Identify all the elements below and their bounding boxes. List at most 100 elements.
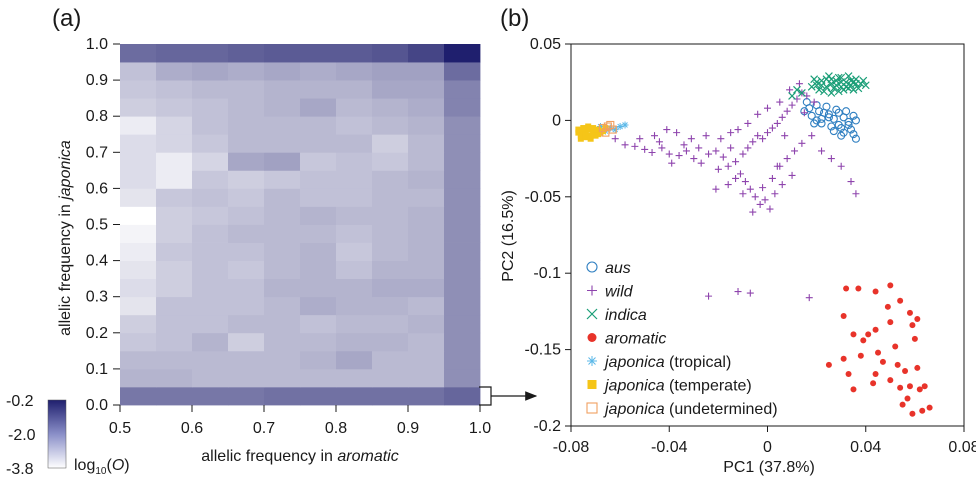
data-point bbox=[744, 119, 752, 127]
heatmap-cell bbox=[444, 224, 481, 243]
data-point bbox=[847, 178, 855, 186]
heatmap-cell bbox=[228, 98, 265, 117]
data-point bbox=[668, 159, 676, 167]
data-point bbox=[887, 319, 894, 326]
heatmap-cell bbox=[264, 44, 301, 63]
heatmap-cell bbox=[300, 296, 337, 316]
heatmap-cell bbox=[336, 62, 373, 81]
heatmap-y-tick-label: 0.5 bbox=[86, 217, 108, 234]
heatmap-cell bbox=[408, 44, 445, 63]
legend-label: japonica (undetermined) bbox=[603, 401, 778, 418]
data-point bbox=[741, 178, 749, 186]
heatmap-cell bbox=[300, 260, 337, 280]
heatmap-cell bbox=[336, 134, 373, 153]
heatmap-cell bbox=[408, 386, 445, 406]
data-point bbox=[717, 135, 725, 143]
heatmap-cell bbox=[408, 62, 445, 81]
data-point bbox=[837, 162, 845, 170]
data-point bbox=[702, 132, 710, 140]
heatmap-cell bbox=[408, 98, 445, 117]
data-point bbox=[759, 135, 767, 143]
heatmap-cell bbox=[192, 188, 229, 207]
data-point bbox=[761, 196, 769, 204]
heatmap-cell bbox=[192, 62, 229, 81]
heatmap-cell bbox=[264, 224, 301, 243]
data-point bbox=[879, 358, 886, 365]
data-point bbox=[754, 110, 762, 118]
data-point bbox=[851, 116, 860, 125]
data-point bbox=[894, 361, 901, 368]
data-point bbox=[663, 126, 671, 134]
heatmap-cell bbox=[300, 368, 337, 388]
data-point bbox=[575, 126, 582, 133]
data-point bbox=[815, 85, 824, 94]
data-point bbox=[655, 138, 663, 146]
heatmap-cell bbox=[444, 80, 481, 99]
heatmap-cell bbox=[264, 314, 301, 334]
heatmap-cell bbox=[156, 206, 193, 225]
heatmap-cell bbox=[264, 134, 301, 153]
heatmap-cell bbox=[300, 116, 337, 135]
data-point bbox=[852, 190, 860, 198]
data-point bbox=[832, 81, 841, 90]
heatmap-cell bbox=[408, 260, 445, 280]
data-point bbox=[911, 335, 918, 342]
heatmap-cell bbox=[444, 134, 481, 153]
heatmap-cell bbox=[156, 386, 193, 406]
data-point bbox=[902, 367, 909, 374]
legend-label: japonica (tropical) bbox=[603, 354, 731, 371]
data-point bbox=[585, 123, 592, 130]
data-point bbox=[611, 126, 619, 134]
heatmap-cell bbox=[372, 296, 409, 316]
heatmap-cell bbox=[300, 44, 337, 63]
data-point bbox=[865, 331, 872, 338]
data-point bbox=[751, 193, 759, 201]
heatmap-cell bbox=[372, 242, 409, 261]
heatmap-cell bbox=[120, 260, 157, 280]
heatmap-y-tick-label: 0.7 bbox=[86, 144, 108, 161]
scatter-ticks: -0.08 -0.04 0 0.04 0.08 0.05 0 -0.05 -0.1 -0.15 -0… bbox=[525, 36, 976, 456]
data-point bbox=[843, 285, 850, 292]
heatmap-cell bbox=[228, 80, 265, 99]
data-point bbox=[732, 174, 740, 182]
data-point bbox=[791, 147, 799, 155]
scatter-x-tick-label: 0.04 bbox=[850, 439, 881, 456]
data-point bbox=[837, 73, 846, 82]
heatmap-cell bbox=[336, 98, 373, 117]
heatmap-cell bbox=[156, 368, 193, 388]
data-point bbox=[746, 185, 754, 193]
heatmap-cell bbox=[192, 170, 229, 189]
heatmap-cell bbox=[264, 350, 301, 370]
data-point bbox=[724, 162, 732, 170]
data-point bbox=[687, 135, 695, 143]
data-point bbox=[857, 352, 864, 359]
data-point bbox=[602, 125, 609, 132]
data-point bbox=[844, 117, 853, 126]
heatmap-cell bbox=[156, 134, 193, 153]
colorbar-tick-top: -0.2 bbox=[6, 393, 34, 410]
heatmap-cell bbox=[228, 116, 265, 135]
data-point bbox=[812, 81, 821, 90]
data-point bbox=[641, 145, 649, 153]
data-point bbox=[916, 386, 923, 393]
heatmap-cell bbox=[192, 260, 229, 280]
heatmap-x-tick-label: 1.0 bbox=[469, 420, 491, 437]
heatmap-cell bbox=[336, 368, 373, 388]
data-point bbox=[897, 297, 904, 304]
data-point bbox=[855, 285, 862, 292]
data-point bbox=[616, 123, 624, 131]
data-point bbox=[849, 130, 858, 139]
data-point bbox=[712, 185, 720, 193]
scatter-legend: aus wild indica aromatic japonica (tropical)… bbox=[586, 260, 778, 418]
data-point bbox=[834, 87, 843, 96]
heatmap-cell bbox=[408, 80, 445, 99]
data-point bbox=[592, 132, 599, 139]
heatmap-cell bbox=[300, 170, 337, 189]
series-aromatic bbox=[825, 282, 933, 417]
data-point bbox=[875, 349, 882, 356]
data-point bbox=[596, 123, 604, 131]
data-point bbox=[822, 82, 831, 91]
heatmap-cell bbox=[444, 44, 481, 63]
heatmap-cell bbox=[336, 350, 373, 370]
data-point bbox=[601, 128, 610, 137]
